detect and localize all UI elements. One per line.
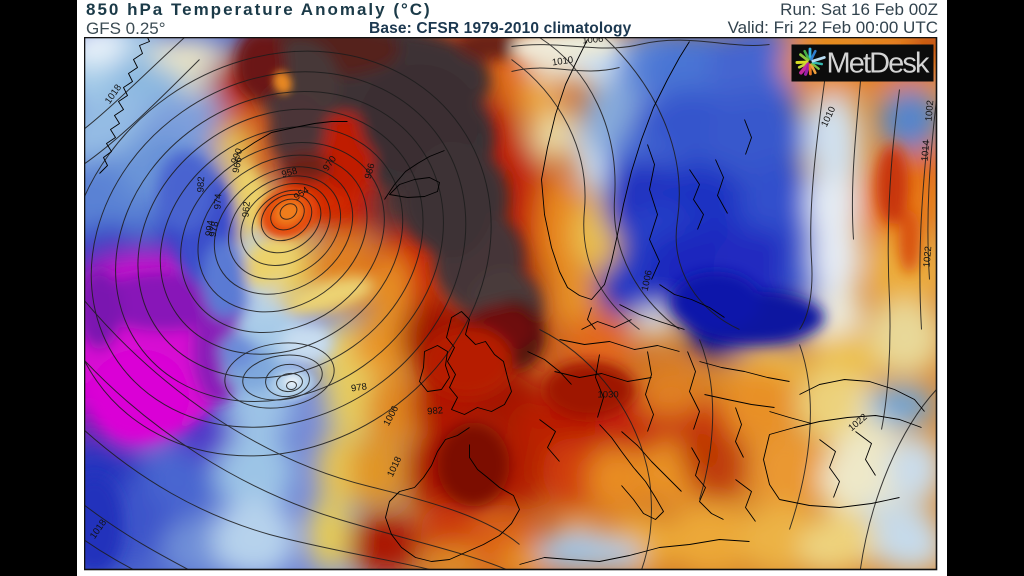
svg-text:1030: 1030 — [598, 390, 619, 401]
svg-text:MetDesk: MetDesk — [827, 48, 931, 80]
svg-text:1002: 1002 — [924, 100, 937, 122]
svg-text:1014: 1014 — [920, 140, 933, 162]
svg-text:958: 958 — [280, 166, 298, 181]
svg-text:982: 982 — [196, 176, 208, 192]
svg-text:974: 974 — [213, 193, 225, 209]
svg-text:962: 962 — [241, 201, 253, 218]
svg-text:966: 966 — [231, 156, 245, 174]
svg-text:1010: 1010 — [551, 55, 573, 69]
svg-text:986: 986 — [363, 162, 378, 180]
svg-text:1006: 1006 — [640, 269, 655, 292]
svg-text:982: 982 — [427, 405, 444, 417]
svg-text:978: 978 — [208, 220, 222, 238]
svg-text:994: 994 — [204, 220, 217, 237]
svg-text:1022: 1022 — [922, 246, 935, 268]
svg-text:1006: 1006 — [582, 37, 604, 46]
svg-text:978: 978 — [350, 381, 367, 394]
